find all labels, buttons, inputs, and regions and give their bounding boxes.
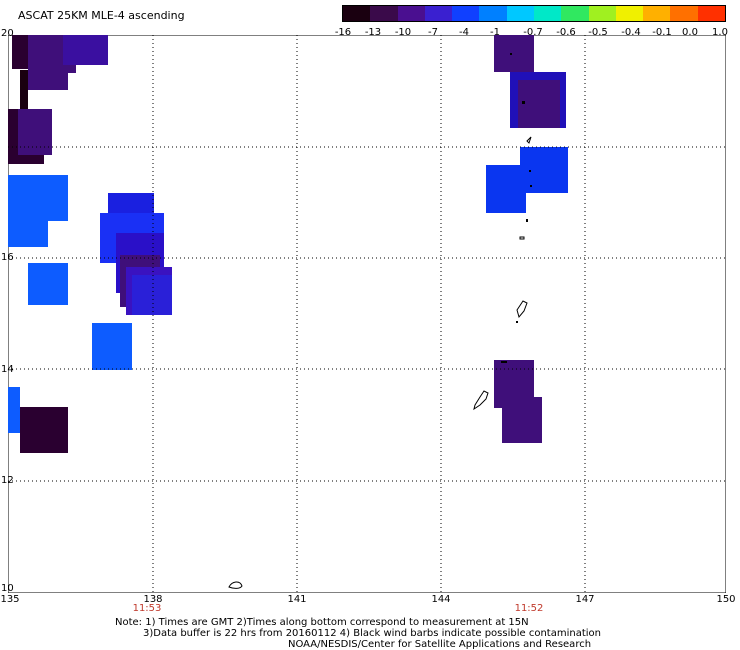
- colorbar-label: 1.0: [712, 27, 728, 38]
- data-cell: [132, 275, 172, 315]
- colorbar-segment: [697, 6, 725, 21]
- island-dot: [501, 361, 507, 363]
- data-cell: [20, 407, 68, 453]
- colorbar-segment: [533, 6, 562, 21]
- data-cell: [502, 397, 542, 443]
- lon-label: 141: [287, 594, 307, 605]
- colorbar-label: -4: [459, 27, 469, 38]
- colorbar-segment: [670, 6, 698, 21]
- colorbar-segment: [561, 6, 589, 21]
- note-line-3: NOAA/NESDIS/Center for Satellite Applica…: [288, 639, 592, 650]
- lon-label: 150: [716, 594, 736, 605]
- colorbar-segment: [506, 6, 534, 21]
- colorbar-label: -0.6: [556, 27, 576, 38]
- colorbar-label: -1: [490, 27, 500, 38]
- data-cell: [20, 70, 28, 110]
- colorbar-label: -0.5: [588, 27, 608, 38]
- island-dot: [526, 219, 528, 222]
- colorbar-segment: [424, 6, 453, 21]
- colorbar-segment: [397, 6, 425, 21]
- lon-label: 138: [143, 594, 163, 605]
- lat-label: 12: [1, 475, 14, 486]
- data-cell: [92, 323, 132, 370]
- colorbar-segment: [452, 6, 480, 21]
- island-dot: [510, 53, 512, 55]
- lon-label: 135: [0, 594, 20, 605]
- map-area: [8, 35, 726, 593]
- colorbar-segment: [588, 6, 616, 21]
- colorbar-label: -16: [334, 27, 352, 38]
- colorbar-label: 0.0: [682, 27, 698, 38]
- data-cell: [520, 147, 568, 193]
- lat-label: 20: [1, 28, 14, 39]
- colorbar: [342, 5, 726, 22]
- lon-label: 147: [575, 594, 595, 605]
- colorbar-segment: [343, 6, 371, 21]
- data-cell: [494, 35, 534, 72]
- colorbar-label: -0.4: [621, 27, 641, 38]
- colorbar-label: -0.1: [652, 27, 672, 38]
- island-outline: [228, 581, 243, 589]
- time-label-right: 11:52: [514, 603, 544, 614]
- map-title: ASCAT 25KM MLE-4 ascending: [18, 9, 185, 22]
- island-outline: [519, 236, 525, 240]
- note-line-2: 3)Data buffer is 22 hrs from 20160112 4)…: [143, 628, 601, 639]
- lat-label: 16: [1, 252, 14, 263]
- colorbar-label: -0.7: [523, 27, 543, 38]
- island-outline: [516, 300, 528, 319]
- time-label-left: 11:53: [132, 603, 162, 614]
- island-outline: [473, 390, 489, 411]
- island-dot: [516, 321, 518, 323]
- data-cell: [63, 35, 108, 65]
- colorbar-segment: [643, 6, 671, 21]
- data-cell: [8, 185, 48, 247]
- colorbar-label: -7: [428, 27, 438, 38]
- colorbar-segment: [370, 6, 398, 21]
- island-dot: [530, 185, 532, 187]
- colorbar-segment: [479, 6, 507, 21]
- island-dot: [529, 170, 531, 172]
- lat-label: 14: [1, 364, 14, 375]
- note-line-1: Note: 1) Times are GMT 2)Times along bot…: [115, 617, 529, 628]
- data-cell: [28, 263, 68, 305]
- data-cell: [8, 387, 20, 433]
- data-cell: [486, 165, 526, 213]
- colorbar-label: -13: [364, 27, 382, 38]
- colorbar-segment: [615, 6, 644, 21]
- lat-label: 10: [1, 583, 14, 594]
- colorbar-label: -10: [394, 27, 412, 38]
- lon-label: 144: [431, 594, 451, 605]
- island-outline: [526, 136, 532, 144]
- island-dot: [522, 101, 525, 104]
- map-svg: [8, 35, 726, 593]
- data-cell: [48, 65, 76, 73]
- data-cell: [18, 109, 52, 155]
